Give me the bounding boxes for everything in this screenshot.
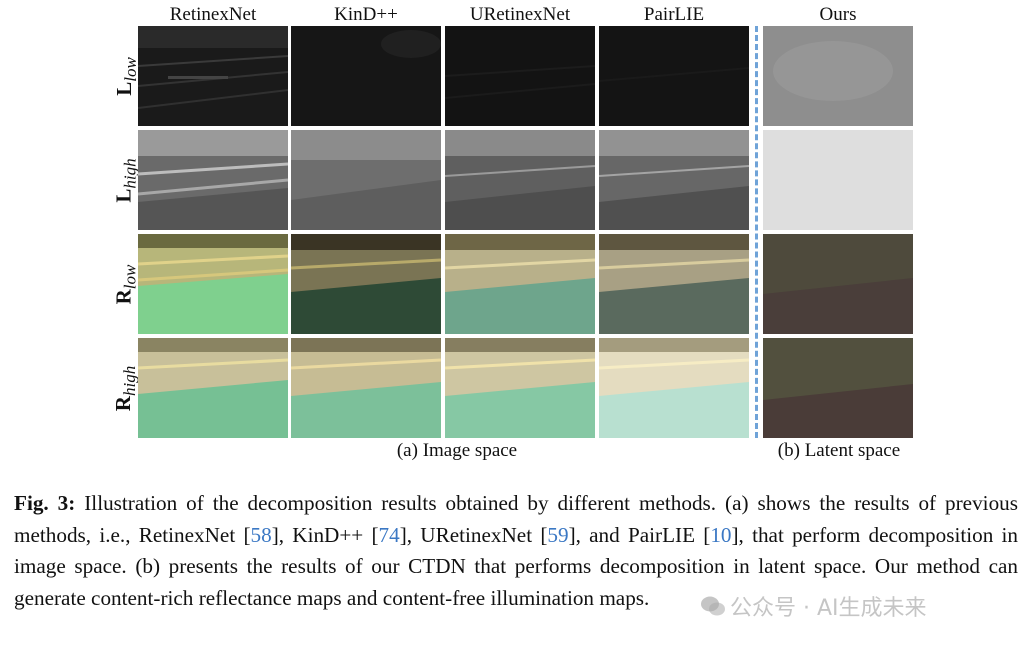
image-pairlie-l-low <box>599 26 749 126</box>
caption-text-3: ], URetinexNet [ <box>399 522 548 547</box>
citation-link-74[interactable]: 74 <box>378 522 400 547</box>
figure-caption: Fig. 3: Illustration of the decompositio… <box>14 488 1018 614</box>
column-title-uretinexnet: URetinexNet <box>469 4 571 25</box>
image-retinexnet-l-low <box>138 26 288 126</box>
image-uretinexnet-r-low <box>445 234 595 334</box>
image-kindpp-r-low <box>291 234 441 334</box>
caption-label: Fig. 3: <box>14 491 76 515</box>
wechat-icon <box>701 596 725 616</box>
image-uretinexnet-l-low <box>445 26 595 126</box>
subcaption-image-space: (a) Image space <box>396 440 518 461</box>
citation-link-10[interactable]: 10 <box>710 522 732 547</box>
image-ours-r-low <box>763 234 913 334</box>
caption-text-4: ], and PairLIE [ <box>568 522 711 547</box>
caption-text-2: ], KinD++ [ <box>271 522 379 547</box>
space-separator-line <box>755 26 758 438</box>
image-uretinexnet-l-high <box>445 130 595 230</box>
image-ours-l-low <box>763 26 913 126</box>
image-pairlie-l-high <box>599 130 749 230</box>
caption-text-1: Illustration of the decomposition result… <box>14 491 1018 547</box>
image-retinexnet-r-high <box>138 338 288 438</box>
caption-text-5: ], that perform decomposition in image s… <box>14 522 1018 610</box>
image-kindpp-r-high <box>291 338 441 438</box>
citation-link-58[interactable]: 58 <box>250 522 272 547</box>
column-title-retinexnet: RetinexNet <box>169 4 257 25</box>
image-kindpp-l-high <box>291 130 441 230</box>
image-pairlie-r-low <box>599 234 749 334</box>
column-title-ours: Ours <box>819 4 857 25</box>
image-uretinexnet-r-high <box>445 338 595 438</box>
column-title-pairlie: PairLIE <box>643 4 705 25</box>
image-pairlie-r-high <box>599 338 749 438</box>
image-kindpp-l-low <box>291 26 441 126</box>
citation-link-59[interactable]: 59 <box>547 522 569 547</box>
watermark-text: 公众号 · AI生成未来 <box>730 596 927 621</box>
image-retinexnet-l-high <box>138 130 288 230</box>
image-ours-l-high <box>763 130 913 230</box>
image-retinexnet-r-low <box>138 234 288 334</box>
image-ours-r-high <box>763 338 913 438</box>
column-title-kindpp: KinD++ <box>334 4 398 25</box>
subcaption-latent-space: (b) Latent space <box>777 440 901 461</box>
